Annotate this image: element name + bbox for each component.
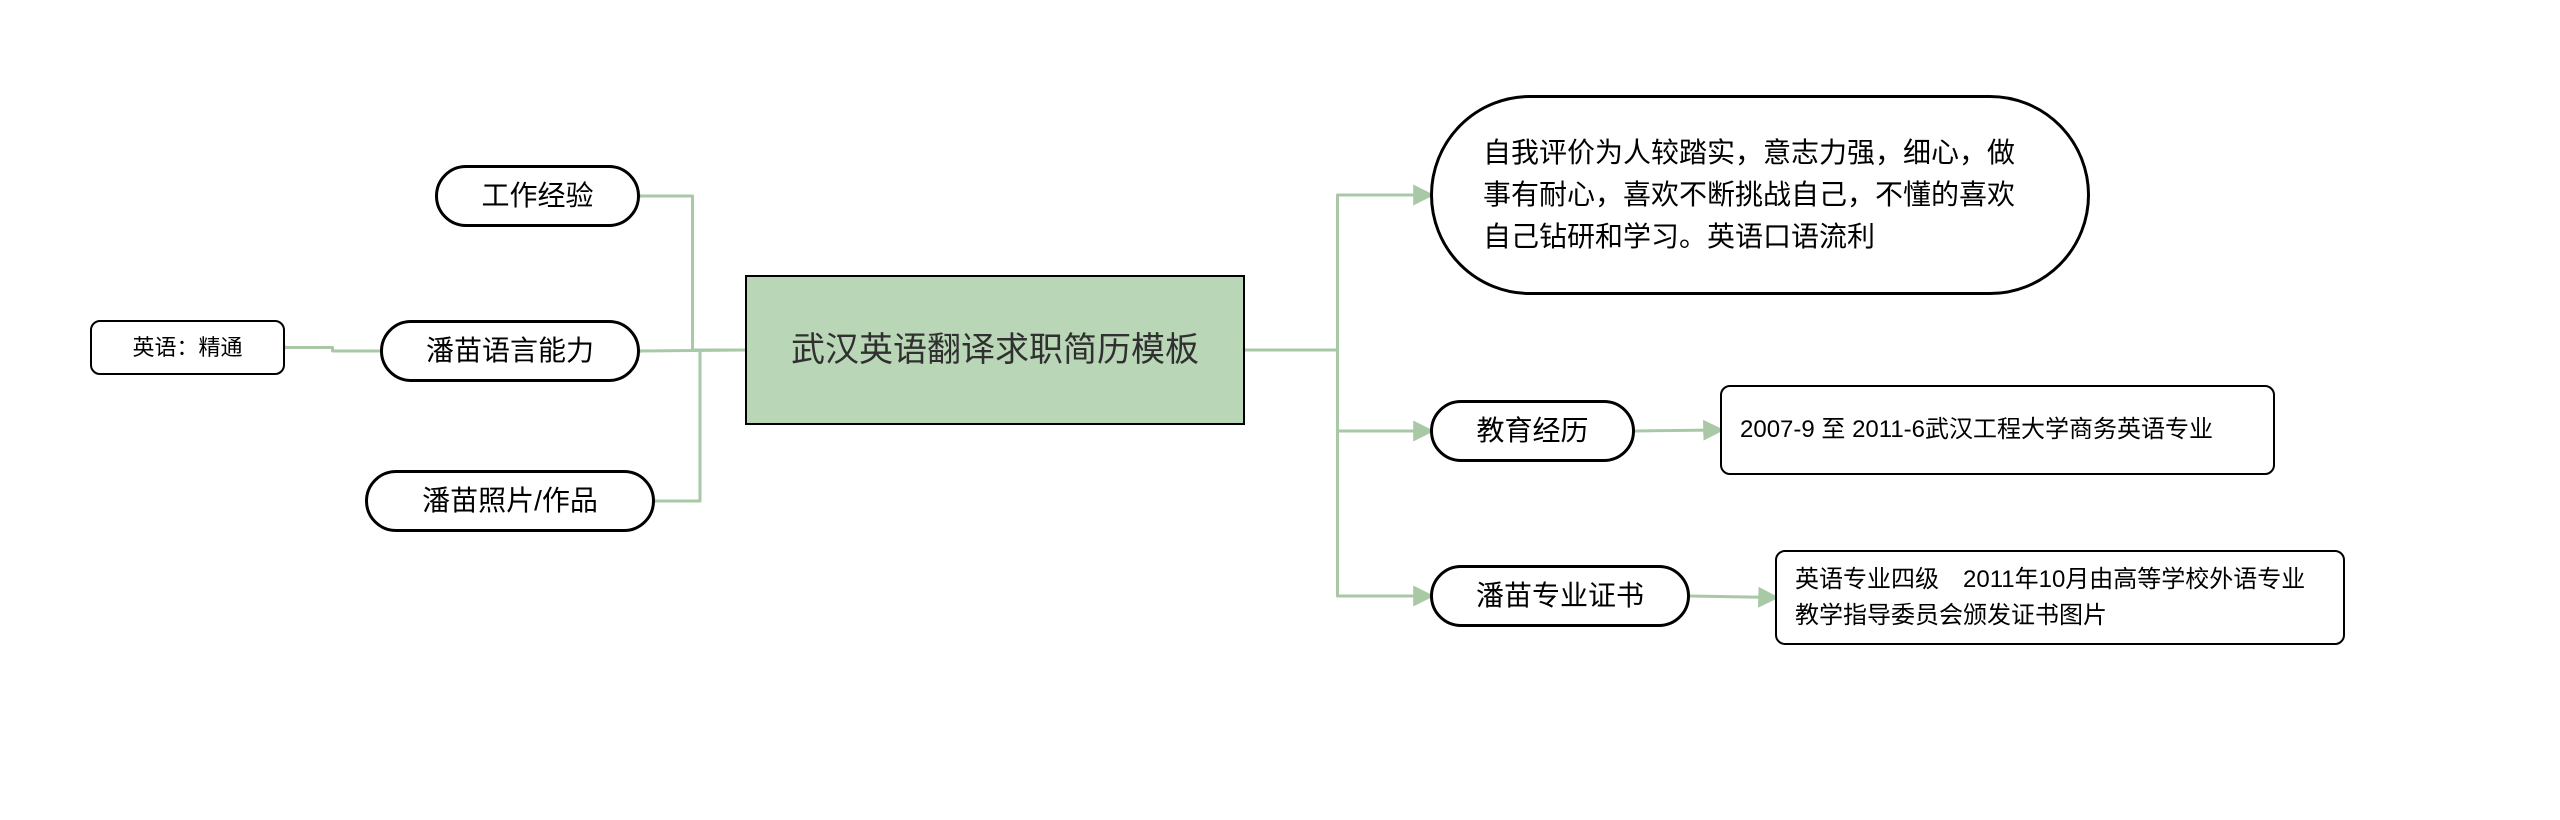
leaf-label: 2007-9 至 2011-6武汉工程大学商务英语专业 <box>1740 412 2213 448</box>
branch-portfolio: 潘苗照片/作品 <box>365 470 655 532</box>
root-label: 武汉英语翻译求职简历模板 <box>791 325 1199 376</box>
branch-label: 潘苗语言能力 <box>426 330 594 372</box>
branch-certificate: 潘苗专业证书 <box>1430 565 1690 627</box>
leaf-education-detail: 2007-9 至 2011-6武汉工程大学商务英语专业 <box>1720 385 2275 475</box>
branch-label: 自我评价为人较踏实，意志力强，细心，做事有耐心，喜欢不断挑战自己，不懂的喜欢自己… <box>1483 132 2037 258</box>
branch-work-experience: 工作经验 <box>435 165 640 227</box>
branch-label: 潘苗专业证书 <box>1476 575 1644 617</box>
leaf-english-proficient: 英语：精通 <box>90 320 285 375</box>
root-node: 武汉英语翻译求职简历模板 <box>745 275 1245 425</box>
branch-label: 工作经验 <box>481 175 593 217</box>
branch-language-ability: 潘苗语言能力 <box>380 320 640 382</box>
leaf-certificate-detail: 英语专业四级 2011年10月由高等学校外语专业教学指导委员会颁发证书图片 <box>1775 550 2345 645</box>
branch-label: 教育经历 <box>1476 410 1588 452</box>
leaf-label: 英语：精通 <box>132 331 242 364</box>
branch-label: 潘苗照片/作品 <box>422 480 598 522</box>
branch-self-evaluation: 自我评价为人较踏实，意志力强，细心，做事有耐心，喜欢不断挑战自己，不懂的喜欢自己… <box>1430 95 2090 295</box>
branch-education: 教育经历 <box>1430 400 1635 462</box>
leaf-label: 英语专业四级 2011年10月由高等学校外语专业教学指导委员会颁发证书图片 <box>1795 562 2325 634</box>
